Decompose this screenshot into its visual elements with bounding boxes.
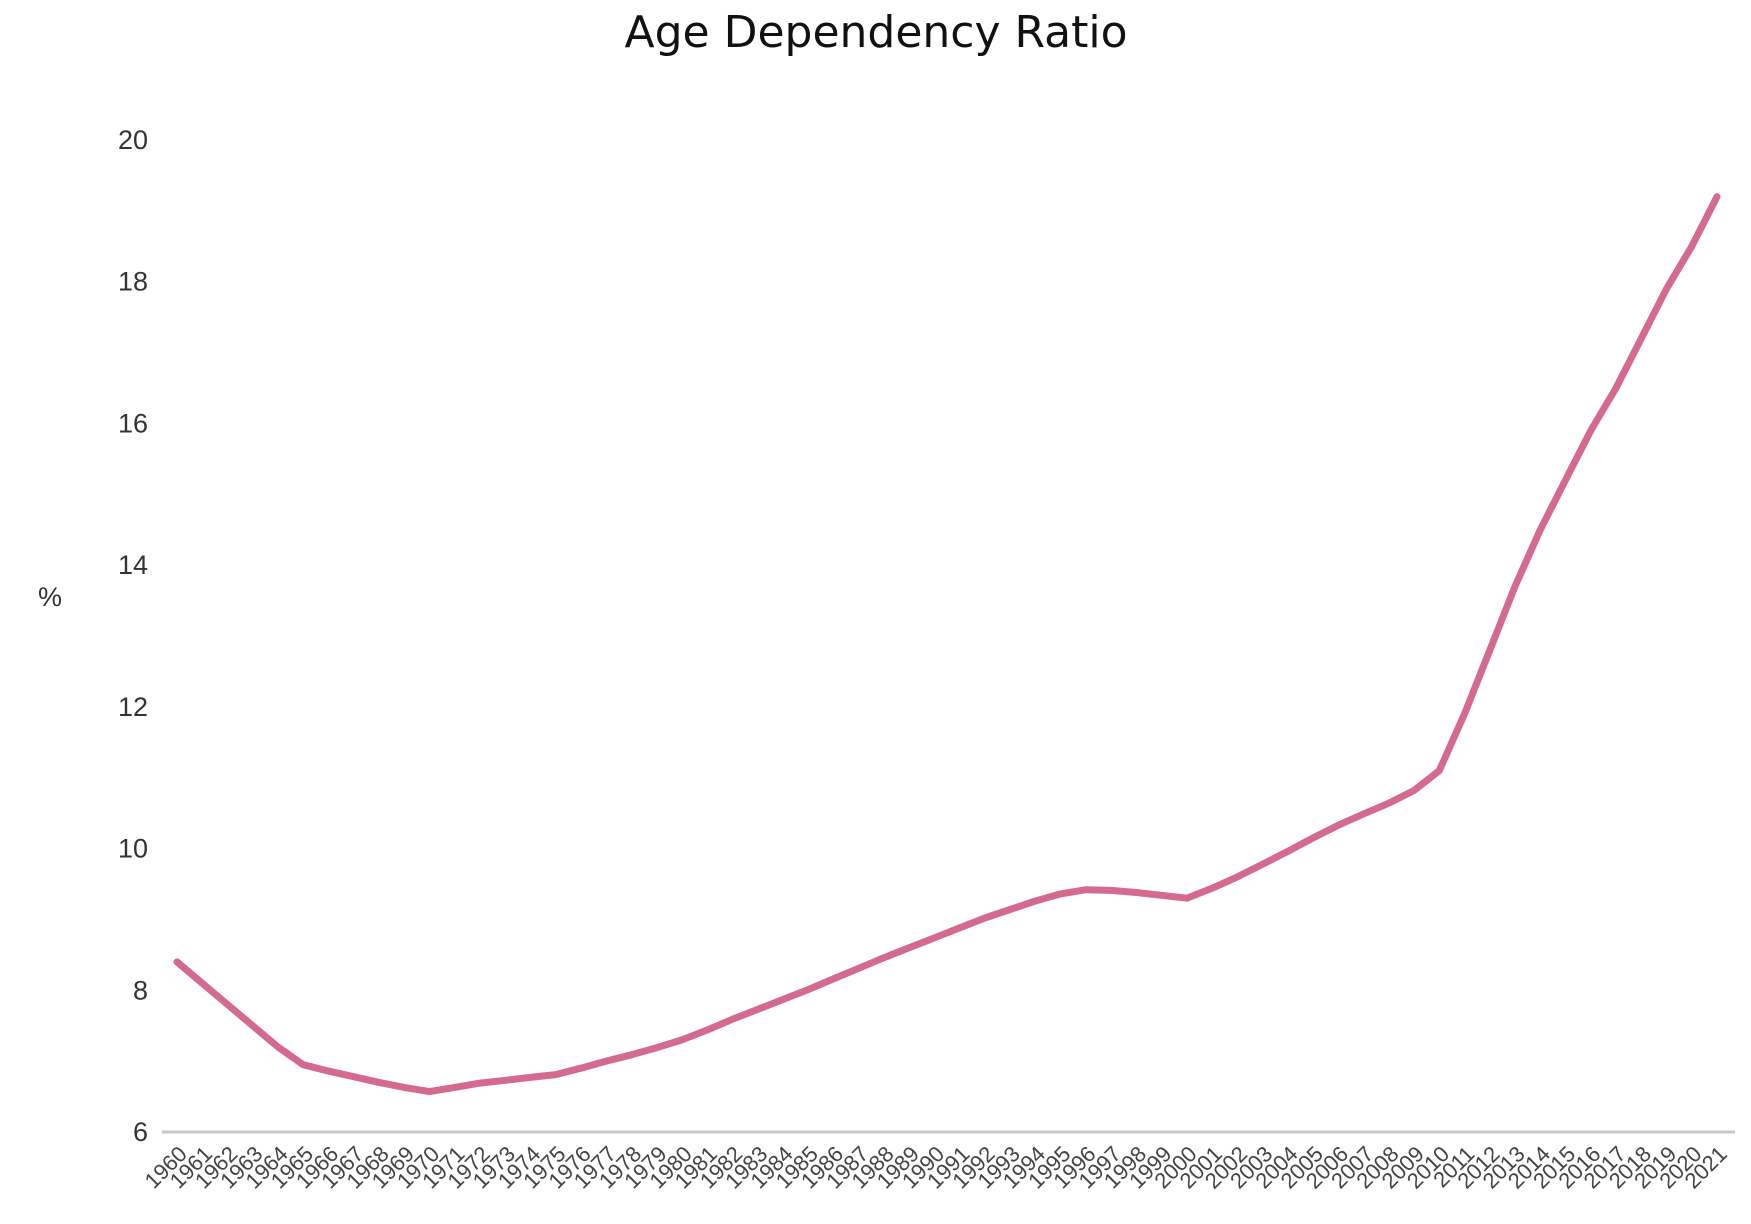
x-tick-labels: 1960196119621963196419651966196719681969…: [140, 1141, 1732, 1193]
y-tick-label: 6: [133, 1117, 148, 1147]
y-tick-label: 20: [118, 125, 148, 155]
y-tick-labels: 6 8 10 12 14 16 18 20: [118, 125, 148, 1147]
y-tick-label: 12: [118, 692, 148, 722]
y-tick-label: 14: [118, 550, 148, 580]
y-tick-label: 18: [118, 267, 148, 297]
y-tick-label: 8: [133, 975, 148, 1005]
chart-title: Age Dependency Ratio: [625, 7, 1128, 58]
y-tick-label: 10: [118, 834, 148, 864]
series-line: [173, 193, 1721, 1096]
y-tick-label: 16: [118, 408, 148, 438]
y-axis-label: %: [38, 582, 62, 612]
